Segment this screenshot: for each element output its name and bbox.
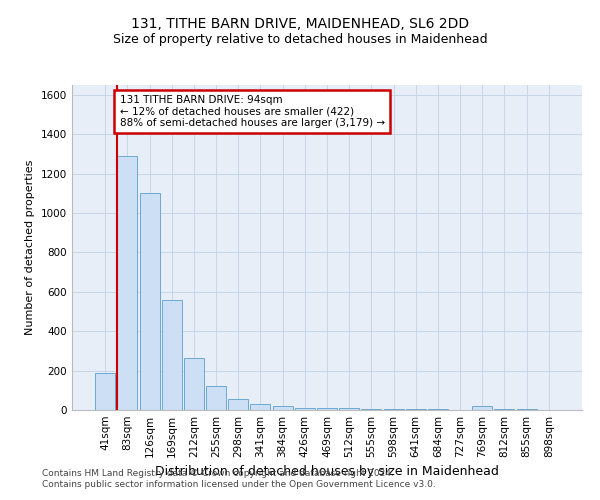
Bar	[250, 404, 271, 410]
Bar	[361, 409, 382, 410]
Bar	[295, 408, 315, 410]
Bar	[406, 409, 426, 410]
Text: Size of property relative to detached houses in Maidenhead: Size of property relative to detached ho…	[113, 32, 487, 46]
X-axis label: Distribution of detached houses by size in Maidenhead: Distribution of detached houses by size …	[155, 466, 499, 478]
Text: 131, TITHE BARN DRIVE, MAIDENHEAD, SL6 2DD: 131, TITHE BARN DRIVE, MAIDENHEAD, SL6 2…	[131, 18, 469, 32]
Bar	[428, 409, 448, 410]
Bar	[383, 409, 404, 410]
Bar	[339, 408, 359, 410]
Text: 131 TITHE BARN DRIVE: 94sqm
← 12% of detached houses are smaller (422)
88% of se: 131 TITHE BARN DRIVE: 94sqm ← 12% of det…	[119, 95, 385, 128]
Bar	[472, 406, 492, 410]
Bar	[162, 300, 182, 410]
Bar	[494, 409, 514, 410]
Bar	[272, 406, 293, 410]
Bar	[184, 358, 204, 410]
Bar	[95, 372, 115, 410]
Bar	[517, 409, 536, 410]
Y-axis label: Number of detached properties: Number of detached properties	[25, 160, 35, 335]
Bar	[228, 399, 248, 410]
Bar	[118, 156, 137, 410]
Text: Contains public sector information licensed under the Open Government Licence v3: Contains public sector information licen…	[42, 480, 436, 489]
Bar	[140, 194, 160, 410]
Bar	[206, 386, 226, 410]
Text: Contains HM Land Registry data © Crown copyright and database right 2024.: Contains HM Land Registry data © Crown c…	[42, 468, 394, 477]
Bar	[317, 408, 337, 410]
